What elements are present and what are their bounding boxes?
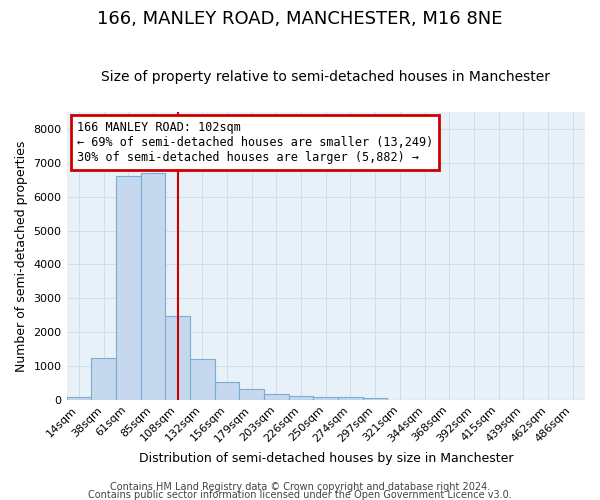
- Bar: [289, 396, 313, 400]
- Text: 166, MANLEY ROAD, MANCHESTER, M16 8NE: 166, MANLEY ROAD, MANCHESTER, M16 8NE: [97, 10, 503, 28]
- Bar: [91, 358, 116, 400]
- Text: Contains HM Land Registry data © Crown copyright and database right 2024.: Contains HM Land Registry data © Crown c…: [110, 482, 490, 492]
- Title: Size of property relative to semi-detached houses in Manchester: Size of property relative to semi-detach…: [101, 70, 550, 85]
- Text: 166 MANLEY ROAD: 102sqm
← 69% of semi-detached houses are smaller (13,249)
30% o: 166 MANLEY ROAD: 102sqm ← 69% of semi-de…: [77, 120, 433, 164]
- Bar: [239, 388, 264, 400]
- Bar: [67, 397, 91, 400]
- Bar: [190, 359, 215, 400]
- Bar: [313, 396, 338, 400]
- Bar: [140, 173, 165, 400]
- Bar: [165, 316, 190, 400]
- Bar: [215, 382, 239, 400]
- X-axis label: Distribution of semi-detached houses by size in Manchester: Distribution of semi-detached houses by …: [139, 452, 513, 465]
- Text: Contains public sector information licensed under the Open Government Licence v3: Contains public sector information licen…: [88, 490, 512, 500]
- Y-axis label: Number of semi-detached properties: Number of semi-detached properties: [15, 140, 28, 372]
- Bar: [338, 398, 363, 400]
- Bar: [363, 398, 388, 400]
- Bar: [116, 176, 140, 400]
- Bar: [264, 394, 289, 400]
